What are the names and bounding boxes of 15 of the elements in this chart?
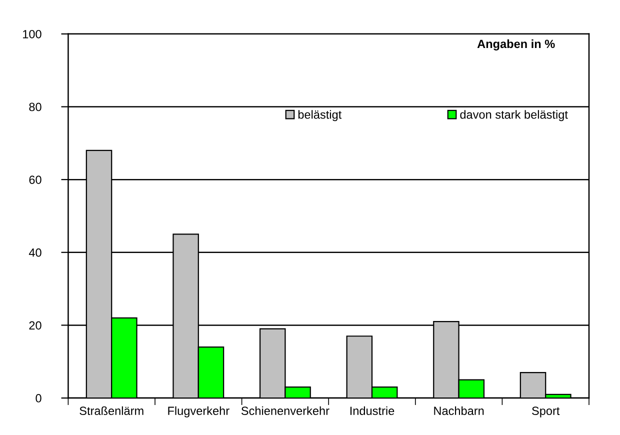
y-tick-label: 20 (29, 321, 42, 330)
x-tick-label: Flugverkehr (168, 406, 230, 418)
legend-label: belästigt (298, 110, 342, 122)
x-tick-label: Schienenverkehr (241, 406, 330, 416)
y-tick-label: 80 (29, 102, 42, 112)
x-tick-label: Straßenlärm (80, 406, 144, 416)
legend-label: davon stark belästigt (460, 110, 568, 122)
y-tick-label: 60 (29, 176, 42, 184)
y-tick-label: 0 (36, 394, 42, 402)
y-tick-label: 40 (28, 248, 42, 257)
y-tick-label: 100 (23, 30, 42, 38)
annotation: Angaben in % (477, 39, 555, 50)
x-tick-label: Nachbarn (434, 406, 484, 416)
x-tick-label: Industrie (350, 406, 394, 416)
x-tick-label: Sport (532, 406, 560, 418)
